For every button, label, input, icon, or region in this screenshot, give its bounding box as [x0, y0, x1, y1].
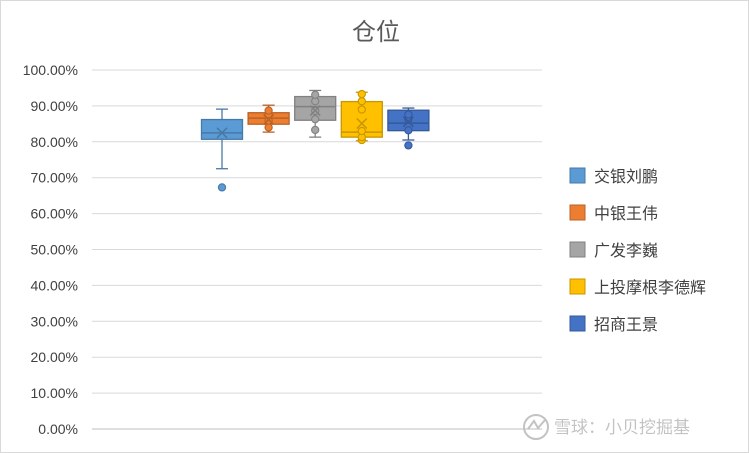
legend-item-1: 交银刘鹏	[569, 167, 658, 186]
box-4	[340, 89, 383, 145]
y-tick-label: 40.00%	[31, 277, 78, 293]
chart-title: 仓位	[352, 18, 400, 46]
legend-swatch	[569, 241, 586, 258]
y-tick-label: 90.00%	[31, 98, 78, 114]
y-axis-tick-labels: 0.00% 10.00% 20.00% 30.00% 40.00% 50.00% 60.00…	[23, 62, 78, 437]
inner-point	[311, 90, 320, 99]
snowball-logo-mark	[527, 419, 546, 430]
watermark-text: 雪球：小贝挖掘基	[554, 418, 690, 438]
y-tick-label: 70.00%	[31, 170, 78, 186]
inner-point	[264, 123, 273, 132]
mean-marker	[309, 105, 321, 117]
inner-point	[357, 97, 366, 106]
legend-swatch	[569, 204, 586, 221]
mean-marker	[263, 114, 275, 126]
legend-swatch	[569, 278, 586, 295]
legend-label: 上投摩根李德辉	[594, 278, 706, 297]
snowball-logo-icon	[523, 414, 549, 440]
legend-label: 交银刘鹏	[594, 167, 658, 186]
legend-label: 广发李巍	[594, 241, 658, 260]
inner-point	[311, 115, 320, 124]
inner-point	[404, 126, 413, 135]
legend-label: 中银王伟	[594, 204, 658, 223]
y-tick-label: 10.00%	[31, 385, 78, 401]
inner-point	[311, 125, 320, 135]
legend-item-2: 中银王伟	[569, 204, 658, 223]
box-iqr	[200, 118, 244, 140]
legend-swatch	[569, 167, 586, 184]
inner-point	[404, 110, 413, 119]
mean-marker	[402, 116, 414, 128]
box-5	[387, 107, 430, 150]
box-3	[294, 89, 337, 138]
inner-point	[357, 105, 366, 114]
y-tick-label: 50.00%	[31, 242, 78, 258]
legend-label: 招商王景	[594, 315, 658, 334]
outlier-point	[404, 141, 413, 150]
plot-area	[200, 89, 430, 192]
inner-point	[357, 89, 366, 99]
y-tick-label: 80.00%	[31, 134, 78, 150]
y-tick-label: 100.00%	[23, 62, 78, 78]
watermark: 雪球：小贝挖掘基	[523, 414, 690, 440]
outlier-point	[217, 183, 227, 192]
gridlines	[92, 69, 542, 430]
legend-item-4: 上投摩根李德辉	[569, 278, 706, 297]
box-2	[247, 104, 290, 133]
mean-marker	[356, 117, 368, 130]
y-tick-label: 60.00%	[31, 206, 78, 222]
inner-point	[357, 126, 366, 136]
legend-item-5: 招商王景	[569, 315, 658, 334]
y-tick-label: 30.00%	[31, 313, 78, 329]
legend-swatch	[569, 315, 586, 332]
box-1	[200, 108, 244, 192]
legend-item-3: 广发李巍	[569, 241, 658, 260]
y-tick-label: 0.00%	[38, 421, 78, 437]
y-tick-label: 20.00%	[31, 349, 78, 365]
mean-marker	[216, 127, 228, 139]
inner-point	[264, 106, 273, 115]
